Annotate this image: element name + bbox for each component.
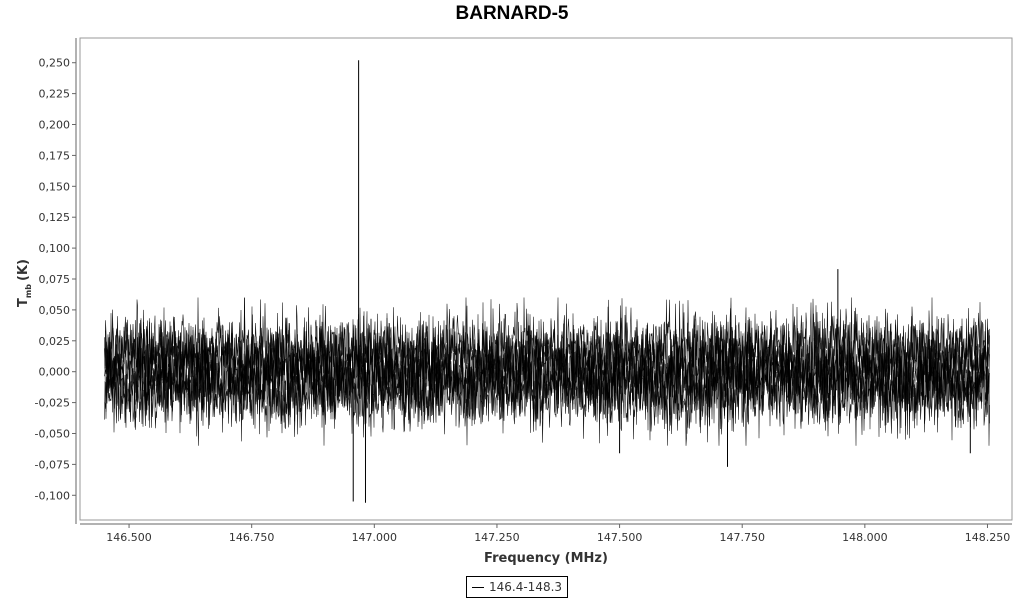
legend-label: 146.4-148.3	[489, 580, 563, 594]
plot-area-border	[79, 37, 1013, 521]
y-tick-label: 0,150	[39, 180, 71, 193]
spectrum-series	[104, 60, 990, 503]
y-axis-ticks: -0,100 -0,075 -0,050 -0,025 0,000 0,025 0,050 0…	[35, 57, 76, 502]
x-tick-label: 147.250	[474, 531, 520, 544]
y-tick-label: -0,100	[35, 489, 70, 502]
x-tick-label: 148.000	[842, 531, 888, 544]
y-axis-label-unit: (K)	[16, 259, 31, 281]
y-tick-label: 0,100	[39, 242, 71, 255]
x-axis-ticks: 146.500 146.750 147.000 147.250 147.500 147.7…	[106, 524, 1010, 544]
x-tick-label: 147.500	[597, 531, 643, 544]
y-tick-label: 0,175	[39, 149, 71, 162]
y-axis-label-symbol: T	[16, 298, 31, 307]
y-axis-label-subscript: mb	[24, 284, 33, 298]
y-axis-label: Tmb (K)	[16, 259, 33, 307]
y-tick-label: -0,050	[35, 427, 70, 440]
legend: 146.4-148.3	[466, 576, 569, 598]
y-tick-label: 0,050	[39, 304, 71, 317]
legend-swatch	[472, 586, 484, 588]
y-tick-label: 0,200	[39, 119, 71, 132]
y-tick-label: 0,250	[39, 57, 71, 70]
y-tick-label: 0,075	[39, 273, 71, 286]
x-axis-label: Frequency (MHz)	[484, 551, 608, 566]
x-tick-label: 146.750	[229, 531, 275, 544]
spectrum-trace	[104, 319, 990, 434]
x-tick-label: 147.000	[352, 531, 398, 544]
y-tick-label: -0,025	[35, 397, 70, 410]
y-tick-label: 0,025	[39, 335, 71, 348]
x-tick-label: 147.750	[719, 531, 765, 544]
x-tick-label: 146.500	[106, 531, 152, 544]
spectrum-trace	[104, 324, 990, 446]
y-tick-label: 0,000	[39, 366, 71, 379]
y-tick-label: -0,075	[35, 458, 70, 471]
y-tick-label: 0,225	[39, 88, 71, 101]
x-tick-label: 148.250	[965, 531, 1011, 544]
chart-title: BARNARD-5	[455, 3, 569, 24]
y-tick-label: 0,125	[39, 211, 71, 224]
